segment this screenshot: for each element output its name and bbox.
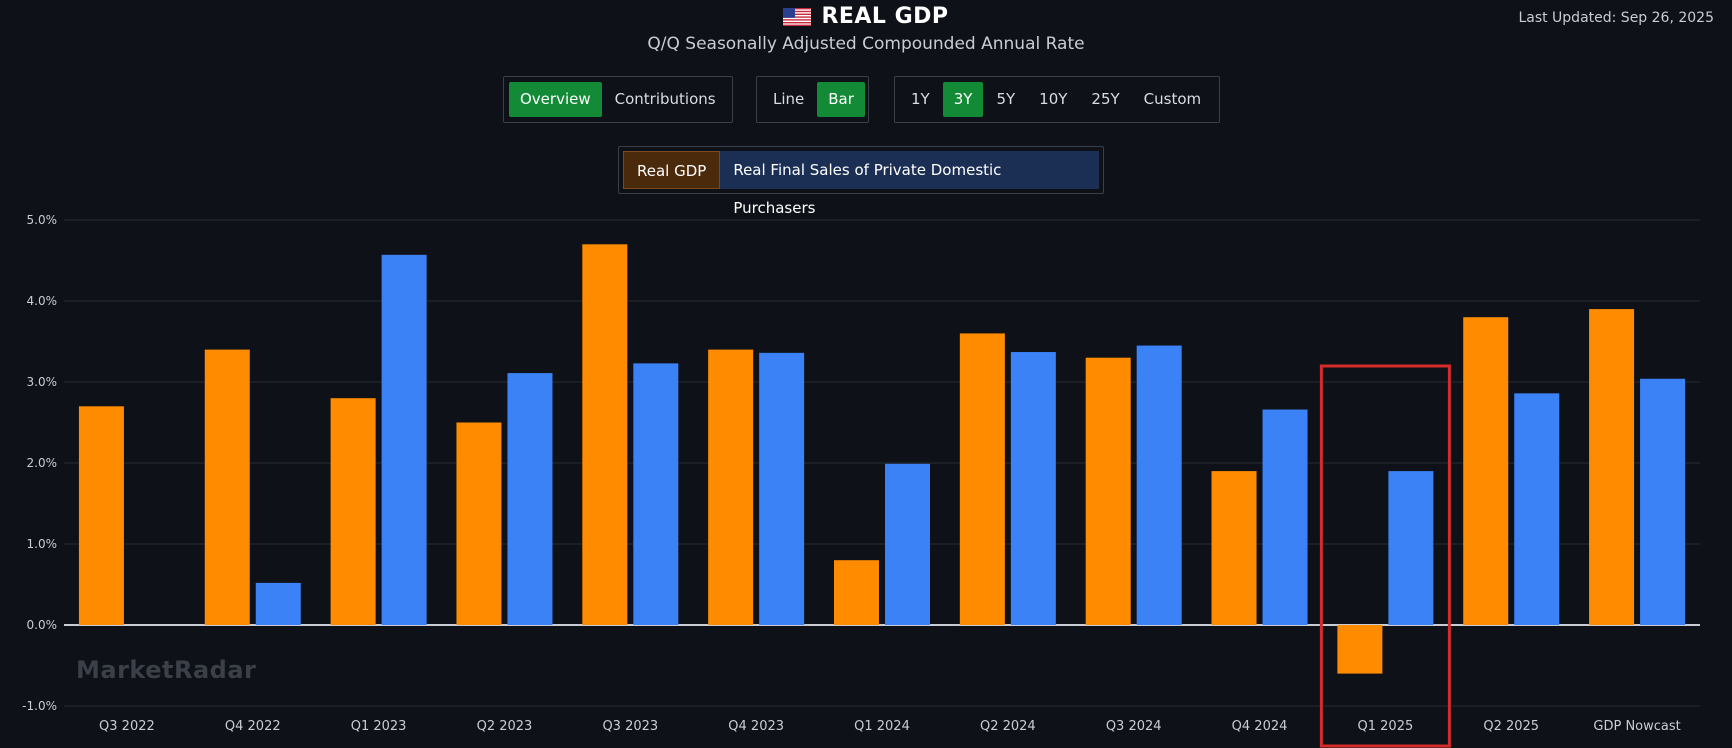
range-3y-button[interactable]: 3Y — [942, 82, 984, 117]
x-tick-label: Q1 2023 — [351, 719, 407, 734]
x-tick-label: GDP Nowcast — [1593, 719, 1680, 734]
bar-final-sales — [381, 254, 427, 625]
contributions-button[interactable]: Contributions — [614, 90, 716, 108]
bar-final-sales — [885, 463, 930, 625]
bar-real-gdp — [78, 406, 124, 625]
x-tick-label: Q1 2024 — [854, 719, 910, 734]
bar-real-gdp — [1337, 625, 1383, 674]
y-tick-label: 4.0% — [27, 294, 58, 308]
bar-real-gdp — [1589, 309, 1635, 625]
range-1y-button[interactable]: 1Y — [911, 90, 930, 108]
bar-final-sales — [1514, 393, 1560, 625]
last-updated-text: Last Updated: Sep 26, 2025 — [1518, 10, 1714, 26]
range-custom-button[interactable]: Custom — [1143, 90, 1202, 108]
bar-real-gdp — [204, 349, 250, 625]
bar-real-gdp — [834, 560, 879, 625]
series-toggle-group: Real GDP Real Final Sales of Private Dom… — [618, 146, 1104, 217]
range-group: 1Y 3Y 5Y 10Y 25Y Custom — [894, 76, 1220, 123]
x-tick-label: Q4 2022 — [225, 719, 281, 734]
chart-type-group: Line Bar — [756, 76, 869, 123]
range-10y-button[interactable]: 10Y — [1039, 90, 1068, 108]
x-tick-label: Q3 2022 — [99, 719, 155, 734]
range-5y-button[interactable]: 5Y — [996, 90, 1016, 108]
us-flag-icon — [783, 7, 812, 26]
bar-final-sales — [1136, 345, 1182, 625]
bar-final-sales — [255, 582, 301, 625]
x-tick-label: Q2 2023 — [477, 719, 533, 734]
title-row: REAL GDP — [0, 4, 1732, 29]
range-25y-button[interactable]: 25Y — [1091, 90, 1120, 108]
view-toggle-group: Overview Contributions — [503, 76, 733, 123]
final-sales-series-button[interactable]: Real Final Sales of Private Domestic Pur… — [720, 151, 1099, 217]
bar-final-sales — [507, 373, 553, 625]
y-tick-label: 2.0% — [27, 456, 58, 470]
y-tick-label: 3.0% — [27, 375, 58, 389]
bar-final-sales — [1262, 409, 1308, 625]
bar-real-gdp — [959, 333, 1005, 625]
x-tick-label: Q1 2025 — [1358, 719, 1414, 734]
watermark-logo: MarketRadar — [76, 656, 257, 684]
highlight-box — [1319, 364, 1451, 748]
bar-real-gdp — [1211, 471, 1257, 625]
line-button[interactable]: Line — [773, 90, 805, 108]
page-subtitle: Q/Q Seasonally Adjusted Compounded Annua… — [647, 34, 1085, 54]
y-tick-label: -1.0% — [22, 699, 57, 713]
x-tick-label: Q2 2024 — [980, 719, 1036, 734]
real-gdp-series-button[interactable]: Real GDP — [623, 151, 721, 189]
bar-final-sales — [1010, 352, 1056, 625]
bar-final-sales — [633, 363, 679, 625]
y-tick-label: 5.0% — [27, 213, 58, 227]
bar-final-sales — [759, 352, 805, 625]
bar-final-sales — [1640, 378, 1686, 625]
y-tick-label: 0.0% — [27, 618, 58, 632]
bar-real-gdp — [1085, 357, 1131, 625]
bar-final-sales — [1388, 471, 1434, 625]
x-tick-label: Q4 2023 — [728, 719, 784, 734]
x-tick-label: Q2 2025 — [1483, 719, 1539, 734]
bar-real-gdp — [582, 244, 628, 626]
bar-real-gdp — [708, 349, 754, 625]
x-tick-label: Q3 2023 — [602, 719, 658, 734]
bar-button[interactable]: Bar — [817, 82, 865, 117]
bar-real-gdp — [1463, 317, 1509, 625]
bar-real-gdp — [330, 398, 376, 625]
page-title: REAL GDP — [821, 4, 949, 29]
y-tick-label: 1.0% — [27, 537, 58, 551]
overview-button[interactable]: Overview — [509, 82, 602, 117]
x-tick-label: Q3 2024 — [1106, 719, 1162, 734]
x-tick-label: Q4 2024 — [1232, 719, 1288, 734]
bar-real-gdp — [456, 422, 502, 625]
